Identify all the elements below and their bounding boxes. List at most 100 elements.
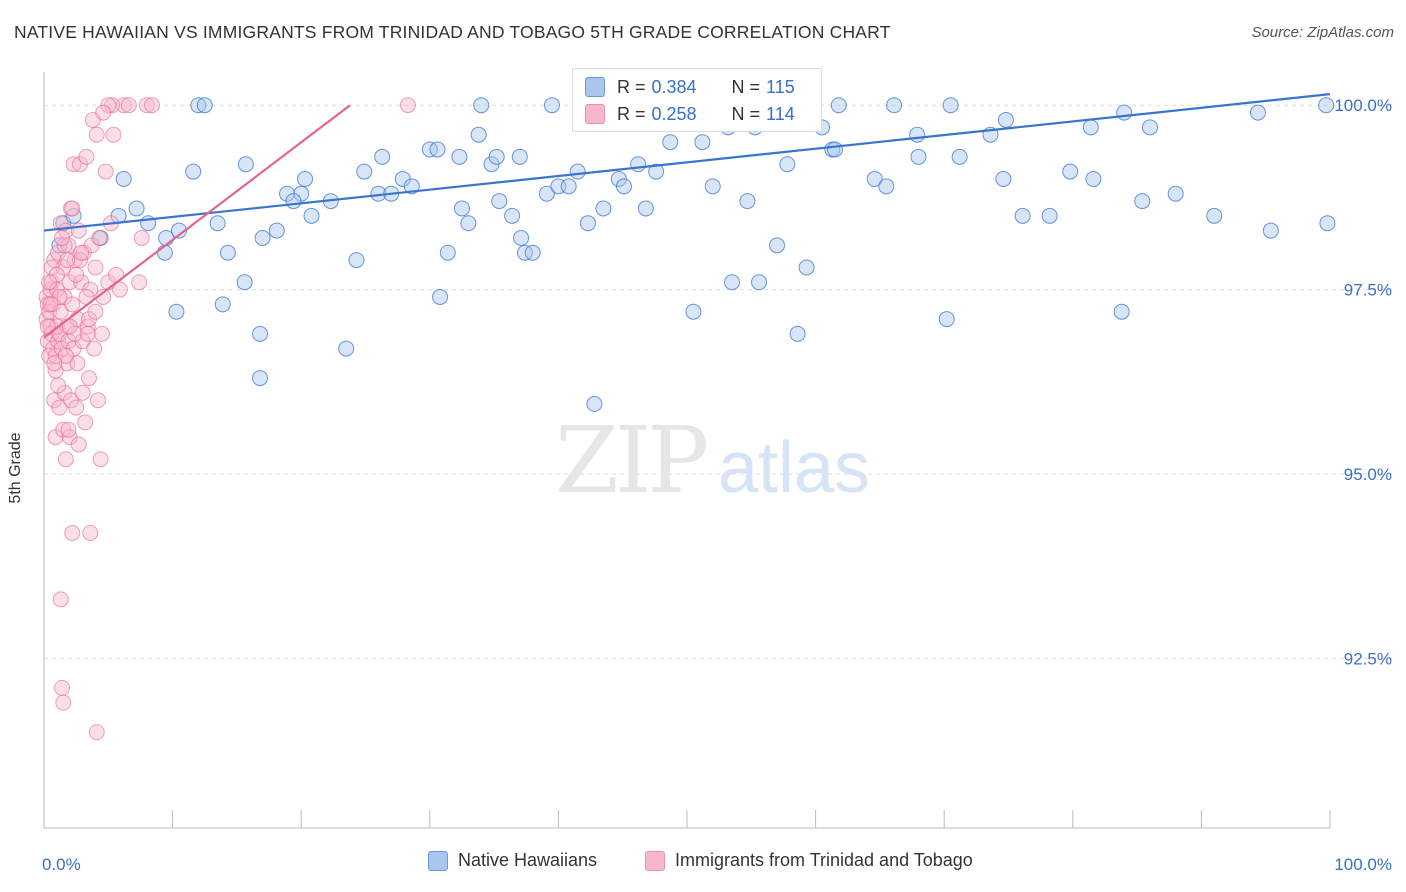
stats-n-value: 115: [766, 76, 795, 97]
data-point-native-hawaiians: [1249, 104, 1266, 121]
data-point-native-hawaiians: [268, 222, 285, 239]
data-point-immigrants: [64, 524, 81, 541]
data-point-native-hawaiians: [630, 156, 647, 173]
data-point-native-hawaiians: [830, 97, 847, 114]
legend-item-native-hawaiians[interactable]: Native Hawaiians: [428, 850, 597, 871]
stats-r-value: 0.384: [651, 76, 697, 97]
data-point-native-hawaiians: [724, 274, 741, 291]
data-point-immigrants: [95, 104, 112, 121]
data-point-native-hawaiians: [1014, 207, 1031, 224]
data-point-immigrants: [138, 97, 155, 114]
y-tick-label: 97.5%: [1344, 281, 1392, 300]
series-native-hawaiians: [51, 97, 1336, 412]
data-point-native-hawaiians: [209, 215, 226, 232]
data-point-immigrants: [82, 524, 99, 541]
data-point-immigrants: [64, 296, 81, 313]
data-point-native-hawaiians: [429, 141, 446, 158]
data-point-native-hawaiians: [878, 178, 895, 195]
data-point-native-hawaiians: [704, 178, 721, 195]
data-point-native-hawaiians: [769, 237, 786, 254]
data-point-native-hawaiians: [196, 97, 213, 114]
data-point-immigrants: [54, 229, 71, 246]
data-point-native-hawaiians: [739, 193, 756, 210]
data-point-native-hawaiians: [470, 126, 487, 143]
data-point-immigrants: [68, 399, 85, 416]
tick-labels: 100.0% 97.5% 95.0% 92.5% 0.0% 100.0%: [42, 96, 1392, 874]
data-point-native-hawaiians: [648, 163, 665, 180]
data-point-immigrants: [57, 347, 74, 364]
y-tick-label: 92.5%: [1344, 649, 1392, 668]
data-point-immigrants: [77, 414, 94, 431]
legend-item-immigrants[interactable]: Immigrants from Trinidad and Tobago: [645, 850, 973, 871]
data-point-native-hawaiians: [694, 134, 711, 151]
bottom-legend: Native Hawaiians Immigrants from Trinida…: [0, 850, 1406, 878]
data-point-immigrants: [87, 259, 104, 276]
data-point-immigrants: [79, 325, 96, 342]
data-point-native-hawaiians: [156, 244, 173, 261]
data-point-native-hawaiians: [254, 229, 271, 246]
data-point-immigrants: [60, 421, 77, 438]
x-tick-label: 0.0%: [42, 855, 81, 874]
data-point-native-hawaiians: [511, 148, 528, 165]
data-point-native-hawaiians: [637, 200, 654, 217]
data-point-native-hawaiians: [285, 193, 302, 210]
data-point-native-hawaiians: [615, 178, 632, 195]
legend-label-immigrants: Immigrants from Trinidad and Tobago: [675, 850, 973, 870]
data-point-native-hawaiians: [1262, 222, 1279, 239]
stats-row-immigrants: R = 0.258 N = 114: [585, 102, 795, 126]
data-point-native-hawaiians: [303, 207, 320, 224]
data-point-native-hawaiians: [1134, 193, 1151, 210]
data-point-native-hawaiians: [453, 200, 470, 217]
data-point-native-hawaiians: [252, 325, 269, 342]
data-point-immigrants: [105, 126, 122, 143]
data-point-native-hawaiians: [168, 303, 185, 320]
data-point-native-hawaiians: [439, 244, 456, 261]
data-point-native-hawaiians: [866, 170, 883, 187]
data-point-native-hawaiians: [938, 311, 955, 328]
data-point-native-hawaiians: [538, 185, 555, 202]
legend-label-native-hawaiians: Native Hawaiians: [458, 850, 598, 870]
data-point-immigrants: [144, 97, 161, 114]
data-point-native-hawaiians: [252, 370, 269, 387]
data-point-native-hawaiians: [356, 163, 373, 180]
data-point-immigrants: [97, 163, 114, 180]
data-point-immigrants: [57, 451, 74, 468]
data-point-native-hawaiians: [1085, 170, 1102, 187]
data-point-immigrants: [74, 384, 91, 401]
data-point-immigrants: [93, 325, 110, 342]
data-point-native-hawaiians: [338, 340, 355, 357]
data-point-native-hawaiians: [128, 200, 145, 217]
data-point-immigrants: [82, 281, 99, 298]
data-point-native-hawaiians: [297, 170, 314, 187]
data-point-native-hawaiians: [348, 252, 365, 269]
data-point-native-hawaiians: [997, 111, 1014, 128]
data-point-native-hawaiians: [595, 200, 612, 217]
data-point-immigrants: [88, 724, 105, 741]
data-point-native-hawaiians: [569, 163, 586, 180]
data-point-immigrants: [59, 252, 76, 269]
stats-swatch-pink: [585, 104, 605, 124]
data-point-native-hawaiians: [190, 97, 207, 114]
data-point-immigrants: [81, 370, 98, 387]
trend-lines: [43, 93, 1331, 339]
data-point-native-hawaiians: [560, 178, 577, 195]
data-point-immigrants: [42, 296, 59, 313]
data-point-native-hawaiians: [374, 148, 391, 165]
axes: [43, 72, 1331, 829]
data-point-native-hawaiians: [798, 259, 815, 276]
data-point-native-hawaiians: [909, 126, 926, 143]
data-point-native-hawaiians: [1082, 119, 1099, 136]
data-point-native-hawaiians: [1141, 119, 1158, 136]
data-point-native-hawaiians: [751, 274, 768, 291]
data-point-immigrants: [51, 399, 68, 416]
data-point-native-hawaiians: [524, 244, 541, 261]
data-point-immigrants: [131, 274, 148, 291]
trend-line-native-hawaiians: [43, 93, 1331, 232]
stats-n-value: 114: [766, 103, 795, 124]
data-point-immigrants: [69, 355, 86, 372]
y-tick-label: 95.0%: [1344, 465, 1392, 484]
data-point-native-hawaiians: [219, 244, 236, 261]
data-point-native-hawaiians: [1113, 303, 1130, 320]
data-point-immigrants: [65, 156, 82, 173]
data-point-immigrants: [64, 200, 81, 217]
